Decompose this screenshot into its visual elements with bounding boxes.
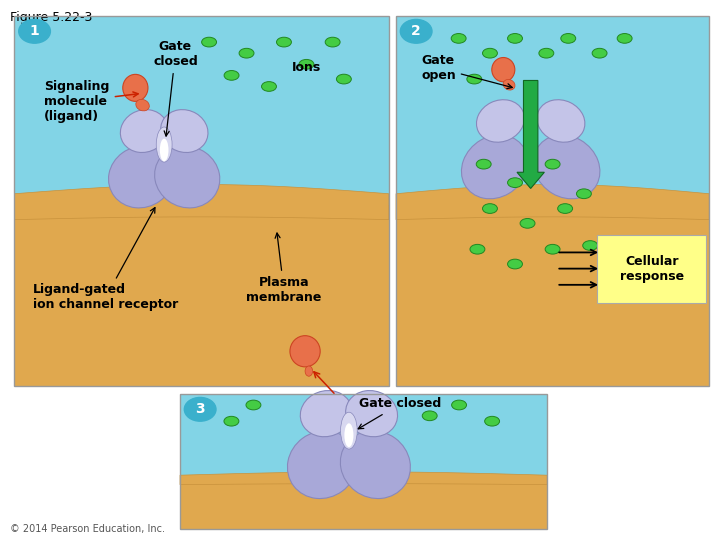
Ellipse shape <box>344 423 354 447</box>
Ellipse shape <box>299 59 314 69</box>
Ellipse shape <box>422 411 437 421</box>
Bar <box>14 16 389 386</box>
Text: Cellular
response: Cellular response <box>620 255 684 282</box>
Bar <box>180 394 547 480</box>
Ellipse shape <box>545 245 560 254</box>
Ellipse shape <box>305 366 312 376</box>
Ellipse shape <box>290 336 320 367</box>
Text: 2: 2 <box>411 24 421 38</box>
Polygon shape <box>14 185 389 220</box>
Ellipse shape <box>451 400 467 410</box>
Ellipse shape <box>503 79 515 90</box>
Ellipse shape <box>276 37 292 47</box>
Ellipse shape <box>476 159 491 169</box>
Ellipse shape <box>224 416 239 426</box>
Ellipse shape <box>261 82 276 91</box>
Polygon shape <box>396 185 709 220</box>
Ellipse shape <box>202 37 217 47</box>
Ellipse shape <box>123 75 148 102</box>
Text: Ions: Ions <box>292 62 320 75</box>
FancyArrow shape <box>517 80 544 188</box>
Ellipse shape <box>287 431 357 498</box>
Ellipse shape <box>136 99 149 111</box>
Ellipse shape <box>508 33 523 43</box>
Ellipse shape <box>537 100 585 142</box>
Ellipse shape <box>534 135 600 199</box>
Ellipse shape <box>485 416 500 426</box>
Ellipse shape <box>582 241 598 251</box>
Ellipse shape <box>492 58 515 82</box>
Ellipse shape <box>160 139 168 161</box>
Bar <box>396 16 709 205</box>
Ellipse shape <box>477 100 524 142</box>
Bar <box>396 16 709 386</box>
Ellipse shape <box>341 412 357 449</box>
Circle shape <box>400 19 432 43</box>
Text: Gate
open: Gate open <box>421 54 512 89</box>
Bar <box>14 16 389 386</box>
Ellipse shape <box>558 204 572 213</box>
Text: Signaling
molecule
(ligand): Signaling molecule (ligand) <box>45 80 138 123</box>
Text: © 2014 Pearson Education, Inc.: © 2014 Pearson Education, Inc. <box>10 523 165 534</box>
Ellipse shape <box>246 400 261 410</box>
Ellipse shape <box>120 110 168 152</box>
Ellipse shape <box>482 204 498 213</box>
Text: Gate
closed: Gate closed <box>153 40 198 136</box>
Ellipse shape <box>508 259 523 269</box>
Ellipse shape <box>109 146 174 208</box>
Text: Plasma
membrane: Plasma membrane <box>246 233 322 304</box>
Ellipse shape <box>336 74 351 84</box>
Text: 1: 1 <box>30 24 40 38</box>
Bar <box>180 394 547 529</box>
Ellipse shape <box>325 37 340 47</box>
Ellipse shape <box>300 390 352 437</box>
Ellipse shape <box>508 178 523 187</box>
Text: Ligand-gated
ion channel receptor: Ligand-gated ion channel receptor <box>33 207 179 312</box>
Ellipse shape <box>577 189 591 199</box>
Text: 3: 3 <box>195 402 205 416</box>
Circle shape <box>184 397 216 421</box>
Ellipse shape <box>467 74 482 84</box>
Text: Figure 5.22-3: Figure 5.22-3 <box>10 11 92 24</box>
Ellipse shape <box>451 33 466 43</box>
Ellipse shape <box>498 67 513 77</box>
Text: Gate closed: Gate closed <box>359 397 441 429</box>
Ellipse shape <box>545 159 560 169</box>
Ellipse shape <box>224 71 239 80</box>
Bar <box>396 16 709 386</box>
Ellipse shape <box>462 135 528 199</box>
Ellipse shape <box>482 48 498 58</box>
Ellipse shape <box>341 431 410 498</box>
Bar <box>14 16 389 205</box>
Ellipse shape <box>156 127 172 162</box>
Ellipse shape <box>561 33 576 43</box>
Ellipse shape <box>520 219 535 228</box>
Ellipse shape <box>155 146 220 208</box>
Ellipse shape <box>346 390 397 437</box>
Ellipse shape <box>470 245 485 254</box>
FancyBboxPatch shape <box>598 234 706 302</box>
Ellipse shape <box>592 48 607 58</box>
Bar <box>180 394 547 529</box>
Ellipse shape <box>161 110 208 152</box>
Circle shape <box>19 19 50 43</box>
Ellipse shape <box>539 48 554 58</box>
Ellipse shape <box>617 33 632 43</box>
Ellipse shape <box>239 48 254 58</box>
Polygon shape <box>180 472 547 485</box>
